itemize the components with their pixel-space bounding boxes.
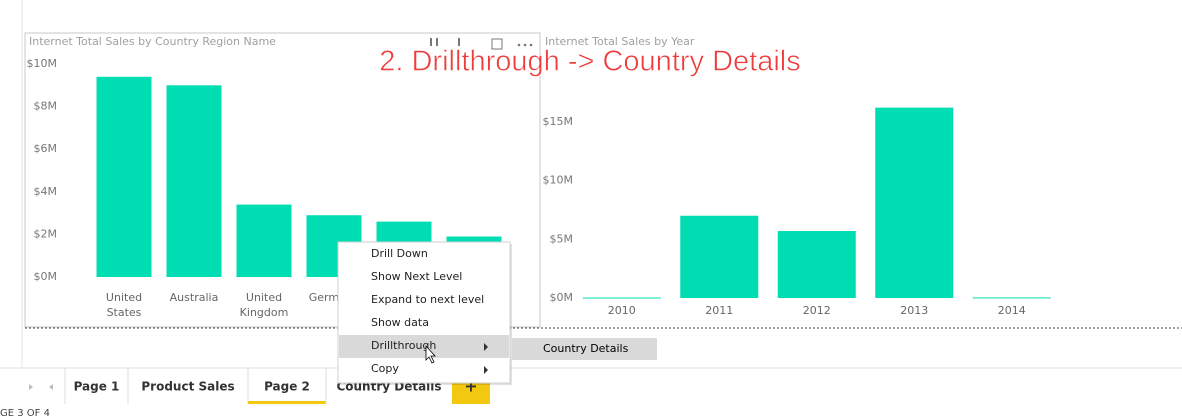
focus-icon[interactable]	[491, 38, 503, 50]
menu-item[interactable]: Show data	[371, 316, 429, 329]
y-tick-label: $2M	[34, 227, 58, 240]
nav-next[interactable]	[49, 384, 53, 390]
submenu-arrow	[484, 366, 488, 374]
bar[interactable]	[582, 297, 661, 299]
x-tick-label: 2014	[998, 304, 1026, 317]
icon[interactable]	[436, 38, 438, 46]
x-tick-label: 2012	[803, 304, 831, 317]
y-tick-label: $0M	[34, 270, 58, 283]
x-tick-label: United Kingdom	[240, 291, 289, 319]
y-tick-label: $10M	[543, 174, 574, 187]
page-tab[interactable]: Product Sales	[141, 380, 234, 394]
x-tick-label: United States	[106, 291, 142, 319]
context-menu: Drill Down Show Next Level Expand to next …	[337, 241, 512, 385]
menu-item[interactable]: Drillthrough	[371, 339, 436, 352]
more-dot[interactable]	[529, 43, 533, 47]
more-dot[interactable]	[523, 43, 527, 47]
y-tick-label: $8M	[34, 100, 58, 113]
bar[interactable]	[96, 76, 152, 277]
x-tick-label: 2013	[900, 304, 928, 317]
y-tick-label: $0M	[550, 291, 574, 304]
active-tab-indicator	[248, 401, 326, 404]
visual-frame[interactable]	[24, 32, 541, 328]
icon[interactable]	[458, 38, 460, 46]
menu-panel	[337, 241, 511, 384]
icon[interactable]	[430, 38, 432, 46]
bar[interactable]	[236, 204, 292, 277]
visual-header-icons	[430, 38, 533, 50]
submenu-arrow	[484, 343, 488, 351]
x-tick-label: 2010	[608, 304, 636, 317]
menu-item[interactable]: Expand to next level	[371, 293, 484, 306]
y-tick-label: $6M	[34, 142, 58, 155]
page-tab[interactable]: Page 1	[74, 380, 120, 394]
chart-title: Internet Total Sales by Year	[545, 35, 695, 48]
bar[interactable]	[680, 215, 759, 298]
submenu-panel	[512, 338, 657, 360]
x-tick-label: Australia	[170, 291, 219, 304]
y-tick-label: $4M	[34, 185, 58, 198]
menu-highlight	[339, 335, 509, 358]
bar[interactable]	[875, 107, 954, 299]
page-status: GE 3 OF 4	[0, 408, 50, 418]
nav-prev[interactable]	[29, 384, 33, 390]
bar[interactable]	[972, 297, 1051, 299]
bar[interactable]	[777, 231, 856, 298]
chart-title: Internet Total Sales by Country Region N…	[29, 35, 276, 48]
page-tab[interactable]: Page 2	[264, 380, 310, 394]
menu-item[interactable]: Show Next Level	[371, 270, 462, 283]
bar[interactable]	[166, 85, 222, 277]
menu-item[interactable]: Copy	[371, 362, 399, 375]
x-tick-label: 2011	[705, 304, 733, 317]
submenu-item[interactable]: Country Details	[543, 342, 629, 355]
more-dot[interactable]	[517, 43, 521, 47]
y-tick-label: $10M	[27, 57, 58, 70]
cursor	[425, 344, 436, 364]
y-tick-label: $15M	[543, 115, 574, 128]
annotation: 2. Drillthrough -> Country Details	[379, 46, 800, 78]
y-tick-label: $5M	[550, 232, 574, 245]
menu-item[interactable]: Drill Down	[371, 247, 428, 260]
